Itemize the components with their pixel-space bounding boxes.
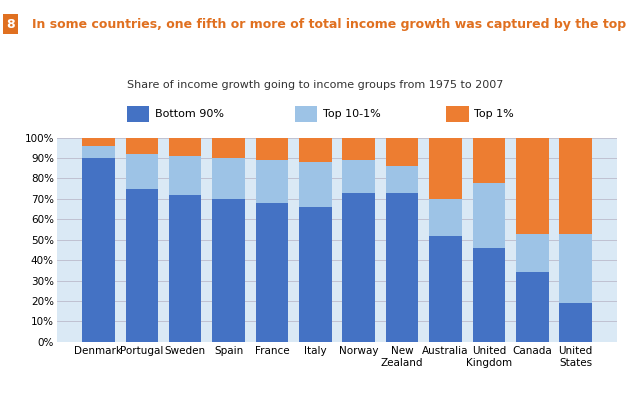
Bar xyxy=(82,138,115,146)
Bar xyxy=(559,138,592,233)
Bar xyxy=(429,236,462,342)
Bar xyxy=(169,195,202,342)
Text: Share of income growth going to income groups from 1975 to 2007: Share of income growth going to income g… xyxy=(127,81,503,90)
Bar xyxy=(256,138,289,160)
Text: Top 10-1%: Top 10-1% xyxy=(323,109,381,119)
Bar xyxy=(82,146,115,158)
Bar xyxy=(82,158,115,342)
Bar xyxy=(299,162,331,207)
Bar xyxy=(169,138,202,156)
Bar xyxy=(516,272,549,342)
Bar xyxy=(343,160,375,193)
Bar xyxy=(472,138,505,182)
Bar xyxy=(343,138,375,160)
Bar xyxy=(212,199,245,342)
Bar xyxy=(256,160,289,203)
Bar xyxy=(472,248,505,342)
Bar xyxy=(516,233,549,272)
Text: Bottom 90%: Bottom 90% xyxy=(155,109,224,119)
Text: Top 1%: Top 1% xyxy=(474,109,514,119)
FancyBboxPatch shape xyxy=(295,106,318,122)
Bar xyxy=(472,182,505,248)
Bar xyxy=(516,138,549,233)
FancyBboxPatch shape xyxy=(447,106,469,122)
Bar xyxy=(386,138,418,166)
Bar xyxy=(559,233,592,303)
Bar xyxy=(299,207,331,342)
Text: In some countries, one fifth or more of total income growth was captured by the : In some countries, one fifth or more of … xyxy=(32,18,630,31)
Bar xyxy=(299,138,331,162)
Bar xyxy=(386,166,418,193)
Bar xyxy=(343,193,375,342)
FancyBboxPatch shape xyxy=(127,106,149,122)
Bar xyxy=(125,154,158,189)
Bar xyxy=(212,158,245,199)
Text: 8: 8 xyxy=(6,18,15,31)
Bar xyxy=(212,138,245,158)
Bar xyxy=(386,193,418,342)
Bar xyxy=(125,189,158,342)
Bar xyxy=(125,138,158,154)
Bar xyxy=(429,199,462,236)
Bar xyxy=(429,138,462,199)
Bar xyxy=(256,203,289,342)
Bar xyxy=(169,156,202,195)
Bar xyxy=(559,303,592,342)
